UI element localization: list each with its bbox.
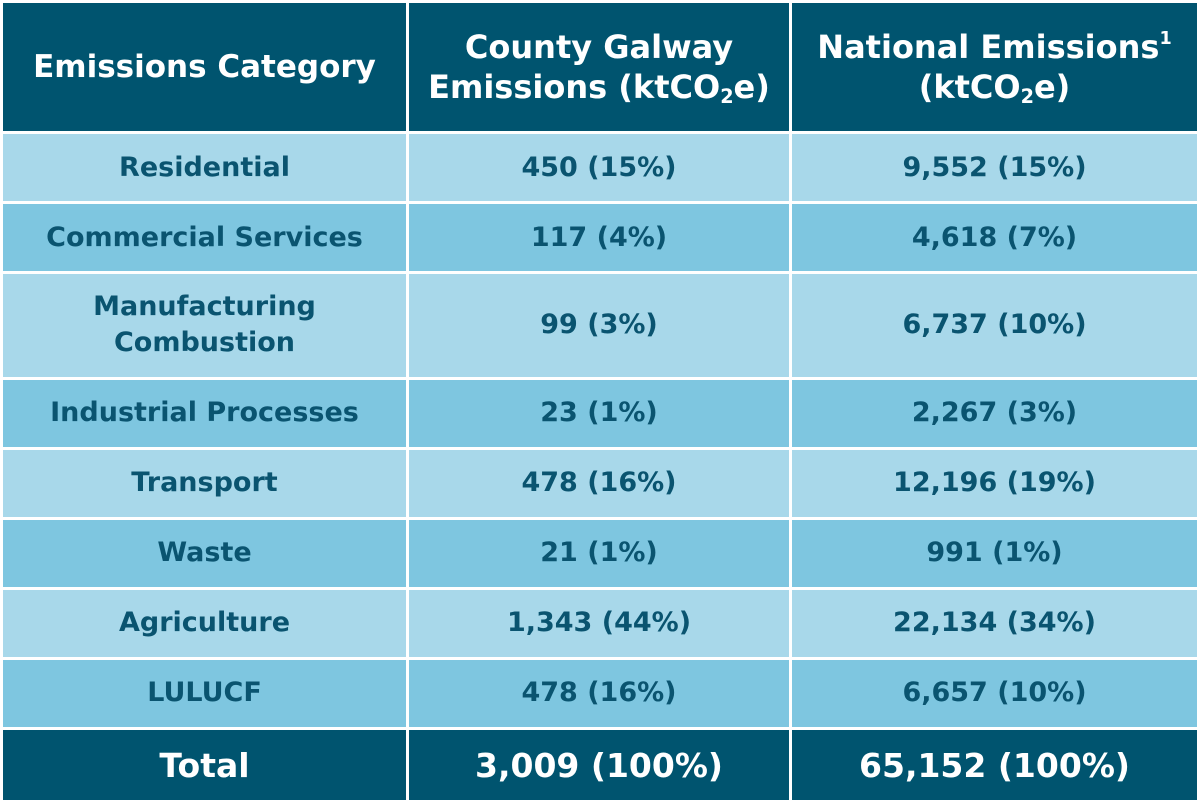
header-county-subscript: 2 bbox=[720, 84, 734, 108]
row-county-value: 99 (3%) bbox=[409, 274, 789, 377]
row-national-value: 9,552 (15%) bbox=[792, 134, 1197, 202]
header-county-line2-suffix: e) bbox=[733, 68, 770, 106]
table-row: Manufacturing Combustion 99 (3%) 6,737 (… bbox=[3, 274, 1197, 377]
header-national-line2-suffix: e) bbox=[1033, 68, 1071, 106]
row-national-value: 2,267 (3%) bbox=[792, 379, 1197, 447]
row-county-value: 117 (4%) bbox=[409, 204, 789, 272]
table-row: Commercial Services 117 (4%) 4,618 (7%) bbox=[3, 204, 1197, 272]
header-national-emissions: National Emissions1 (ktCO2e) bbox=[792, 3, 1197, 131]
row-national-value: 4,618 (7%) bbox=[792, 204, 1197, 272]
table-row: Transport 478 (16%) 12,196 (19%) bbox=[3, 449, 1197, 517]
row-category: LULUCF bbox=[3, 659, 406, 727]
row-county-value: 1,343 (44%) bbox=[409, 589, 789, 657]
row-county-value: 478 (16%) bbox=[409, 659, 789, 727]
row-county-value: 478 (16%) bbox=[409, 449, 789, 517]
row-national-value: 6,737 (10%) bbox=[792, 274, 1197, 377]
row-national-value: 6,657 (10%) bbox=[792, 659, 1197, 727]
table-row: Agriculture 1,343 (44%) 22,134 (34%) bbox=[3, 589, 1197, 657]
row-county-value: 23 (1%) bbox=[409, 379, 789, 447]
total-county-value: 3,009 (100%) bbox=[409, 730, 789, 800]
header-county-line2-prefix: Emissions (ktCO bbox=[428, 68, 721, 106]
header-county-line1: County Galway bbox=[464, 28, 734, 66]
header-national-line2-prefix: (ktCO bbox=[918, 68, 1021, 106]
row-category: Residential bbox=[3, 134, 406, 202]
header-national-footnote: 1 bbox=[1159, 28, 1172, 49]
row-national-value: 22,134 (34%) bbox=[792, 589, 1197, 657]
total-label: Total bbox=[3, 730, 406, 800]
header-county-galway: County Galway Emissions (ktCO2e) bbox=[409, 3, 789, 131]
table-row: Residential 450 (15%) 9,552 (15%) bbox=[3, 134, 1197, 202]
total-national-value: 65,152 (100%) bbox=[792, 730, 1197, 800]
row-category: Commercial Services bbox=[3, 204, 406, 272]
table-row: LULUCF 478 (16%) 6,657 (10%) bbox=[3, 659, 1197, 727]
table-row: Waste 21 (1%) 991 (1%) bbox=[3, 519, 1197, 587]
total-row: Total 3,009 (100%) 65,152 (100%) bbox=[3, 730, 1197, 800]
row-category: Waste bbox=[3, 519, 406, 587]
row-category: Transport bbox=[3, 449, 406, 517]
table-row: Industrial Processes 23 (1%) 2,267 (3%) bbox=[3, 379, 1197, 447]
row-category: Agriculture bbox=[3, 589, 406, 657]
row-category: Industrial Processes bbox=[3, 379, 406, 447]
row-county-value: 450 (15%) bbox=[409, 134, 789, 202]
header-national-line1: National Emissions bbox=[817, 28, 1160, 66]
row-category: Manufacturing Combustion bbox=[3, 274, 406, 377]
header-row: Emissions Category County Galway Emissio… bbox=[3, 3, 1197, 131]
row-national-value: 991 (1%) bbox=[792, 519, 1197, 587]
row-county-value: 21 (1%) bbox=[409, 519, 789, 587]
row-category-text: Manufacturing Combustion bbox=[93, 291, 316, 359]
header-national-subscript: 2 bbox=[1020, 84, 1034, 108]
header-emissions-category: Emissions Category bbox=[3, 3, 406, 131]
row-national-value: 12,196 (19%) bbox=[792, 449, 1197, 517]
